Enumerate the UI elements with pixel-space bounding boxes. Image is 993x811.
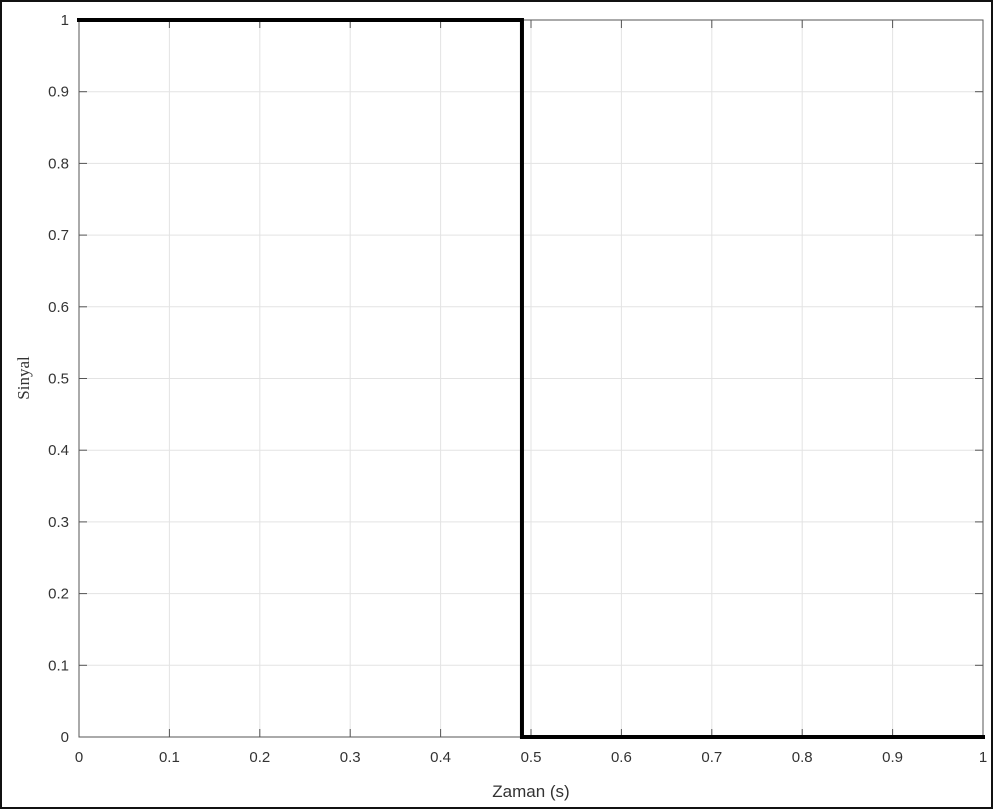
x-tick-label: 0.6: [611, 749, 632, 766]
y-tick-label: 1: [61, 12, 69, 29]
x-tick-label: 0.4: [430, 749, 451, 766]
series-line: [77, 18, 985, 739]
y-tick-label: 0.1: [48, 657, 69, 674]
x-tick-label: 0.5: [521, 749, 542, 766]
x-tick-label: 1: [979, 749, 987, 766]
x-tick-labels: 0 0.1 0.2 0.3 0.4 0.5 0.6 0.7 0.8 0.9 1: [75, 749, 987, 766]
x-axis-title: Zaman (s): [492, 782, 569, 801]
series-layer: [77, 18, 985, 739]
x-tick-label: 0.3: [340, 749, 361, 766]
y-tick-label: 0.6: [48, 299, 69, 316]
y-tick-label: 0.7: [48, 227, 69, 244]
x-tick-label: 0: [75, 749, 83, 766]
y-tick-label: 0.5: [48, 371, 69, 388]
x-tick-label: 0.9: [882, 749, 903, 766]
x-tick-label: 0.1: [159, 749, 180, 766]
grid-lines: [78, 19, 984, 738]
y-tick-label: 0.3: [48, 514, 69, 531]
y-tick-label: 0.8: [48, 155, 69, 172]
x-tick-label: 0.7: [701, 749, 722, 766]
y-tick-label: 0.9: [48, 84, 69, 101]
y-tick-label: 0.4: [48, 442, 69, 459]
x-tick-label: 0.2: [249, 749, 270, 766]
y-tick-labels: 0 0.1 0.2 0.3 0.4 0.5 0.6 0.7 0.8 0.9 1: [48, 12, 69, 746]
y-tick-label: 0: [61, 729, 69, 746]
y-tick-label: 0.2: [48, 586, 69, 603]
y-axis-title: Sinyal: [14, 356, 33, 400]
x-tick-label: 0.8: [792, 749, 813, 766]
